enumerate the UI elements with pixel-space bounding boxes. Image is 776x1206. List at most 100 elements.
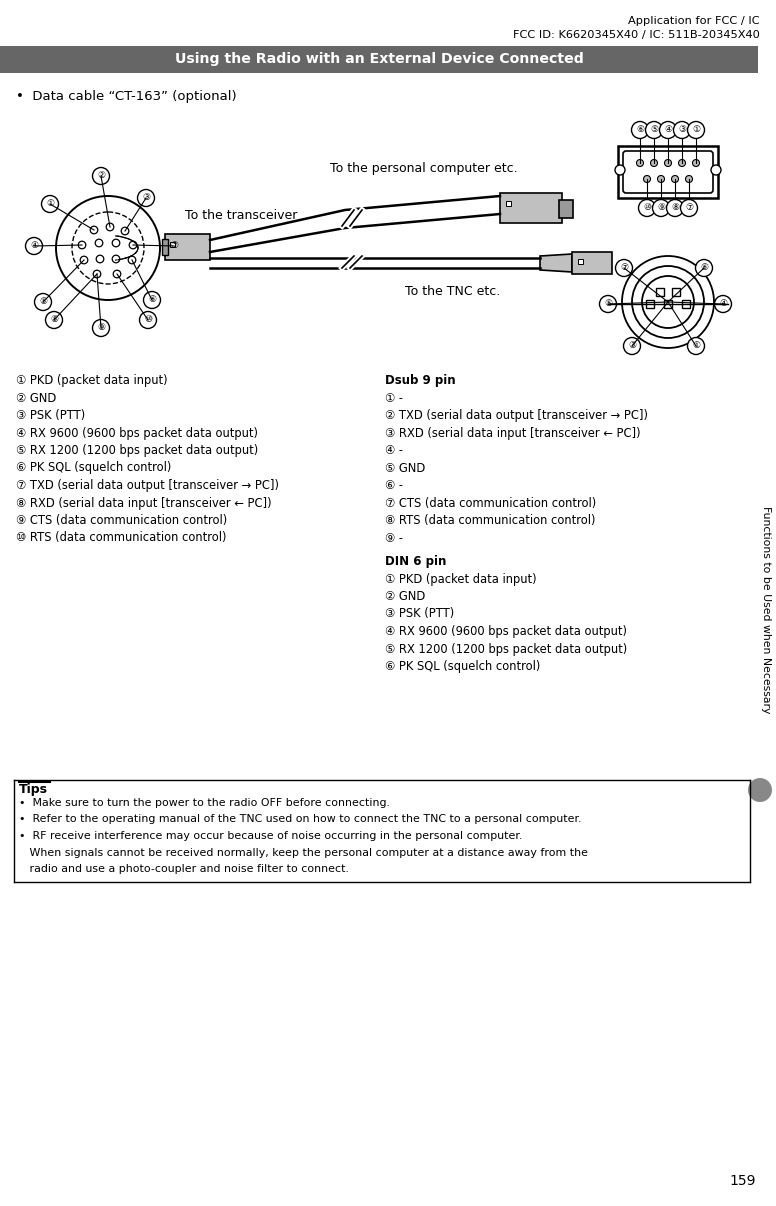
- Bar: [0, 46, 758, 74]
- Text: ④ -: ④ -: [385, 444, 403, 457]
- Text: Dsub 9 pin: Dsub 9 pin: [385, 374, 456, 387]
- Text: Tips: Tips: [19, 783, 48, 796]
- Text: ⑨ -: ⑨ -: [385, 532, 403, 544]
- Bar: [646, 300, 654, 308]
- Text: ⑤ RX 1200 (1200 bps packet data output): ⑤ RX 1200 (1200 bps packet data output): [385, 643, 627, 656]
- Circle shape: [113, 270, 121, 277]
- Circle shape: [95, 239, 102, 247]
- Circle shape: [165, 238, 182, 254]
- Circle shape: [678, 159, 685, 166]
- Text: ③: ③: [142, 193, 150, 203]
- Text: ② TXD (serial data output [transceiver → PC]): ② TXD (serial data output [transceiver →…: [385, 409, 648, 422]
- Text: ② GND: ② GND: [16, 392, 56, 404]
- Text: ⑤: ⑤: [604, 299, 612, 309]
- Text: ⑨: ⑨: [657, 204, 665, 212]
- Text: ④ RX 9600 (9600 bps packet data output): ④ RX 9600 (9600 bps packet data output): [16, 427, 258, 439]
- Circle shape: [113, 256, 120, 263]
- Text: ⑤: ⑤: [650, 125, 658, 135]
- Text: ④: ④: [719, 299, 727, 309]
- Text: To the TNC etc.: To the TNC etc.: [405, 285, 501, 298]
- Text: ⑥ -: ⑥ -: [385, 479, 403, 492]
- Text: ⑥: ⑥: [636, 125, 644, 135]
- Text: ⑥: ⑥: [148, 295, 156, 304]
- Text: •  Refer to the operating manual of the TNC used on how to connect the TNC to a : • Refer to the operating manual of the T…: [19, 814, 581, 825]
- Bar: [578, 259, 583, 264]
- Bar: [500, 193, 562, 223]
- Circle shape: [664, 159, 671, 166]
- Bar: [162, 239, 168, 254]
- Circle shape: [671, 176, 678, 182]
- Text: •  Data cable “CT-163” (optional): • Data cable “CT-163” (optional): [16, 90, 237, 103]
- Text: ①: ①: [692, 341, 700, 351]
- Circle shape: [121, 227, 129, 235]
- Text: Using the Radio with an External Device Connected: Using the Radio with an External Device …: [175, 52, 584, 66]
- Bar: [506, 201, 511, 206]
- Text: ①: ①: [692, 125, 700, 135]
- Circle shape: [144, 292, 161, 309]
- Circle shape: [688, 122, 705, 139]
- Text: ① -: ① -: [385, 392, 403, 404]
- Circle shape: [685, 176, 692, 182]
- Text: ⑩: ⑩: [643, 204, 651, 212]
- Text: •  RF receive interference may occur because of noise occurring in the personal : • RF receive interference may occur beca…: [19, 831, 522, 841]
- Text: DIN 6 pin: DIN 6 pin: [385, 555, 446, 568]
- Text: ⑨: ⑨: [97, 323, 105, 333]
- Circle shape: [113, 239, 120, 247]
- Text: ② GND: ② GND: [385, 590, 425, 603]
- Text: ⑥ PK SQL (squelch control): ⑥ PK SQL (squelch control): [385, 660, 540, 673]
- Bar: [656, 288, 664, 295]
- Text: When signals cannot be received normally, keep the personal computer at a distan: When signals cannot be received normally…: [19, 848, 588, 857]
- Circle shape: [643, 176, 650, 182]
- Circle shape: [80, 256, 88, 264]
- Circle shape: [41, 195, 58, 212]
- Text: ① PKD (packet data input): ① PKD (packet data input): [16, 374, 168, 387]
- Circle shape: [688, 338, 705, 355]
- Circle shape: [681, 199, 698, 217]
- Text: ⑩: ⑩: [144, 316, 152, 324]
- Circle shape: [78, 241, 86, 248]
- Text: ⑤: ⑤: [39, 298, 47, 306]
- Text: ③: ③: [628, 341, 636, 351]
- Circle shape: [632, 122, 649, 139]
- Text: ⑥: ⑥: [700, 263, 708, 273]
- Bar: [572, 252, 612, 274]
- Bar: [672, 288, 680, 295]
- Circle shape: [92, 168, 109, 185]
- Text: FCC ID: K6620345X40 / IC: 511B-20345X40: FCC ID: K6620345X40 / IC: 511B-20345X40: [513, 30, 760, 40]
- Text: ⑧: ⑧: [671, 204, 679, 212]
- Circle shape: [667, 199, 684, 217]
- Circle shape: [93, 270, 101, 277]
- Circle shape: [660, 122, 677, 139]
- Text: ④: ④: [664, 125, 672, 135]
- Circle shape: [674, 122, 691, 139]
- Circle shape: [106, 223, 114, 230]
- Bar: [165, 234, 210, 260]
- Circle shape: [26, 238, 43, 254]
- Text: ⑦: ⑦: [170, 241, 178, 251]
- Text: ⑤ GND: ⑤ GND: [385, 462, 425, 474]
- Circle shape: [639, 199, 656, 217]
- Circle shape: [34, 293, 51, 310]
- Text: ①: ①: [46, 199, 54, 209]
- Circle shape: [636, 159, 643, 166]
- Circle shape: [90, 227, 98, 234]
- Circle shape: [657, 176, 664, 182]
- Text: ⑦ CTS (data communication control): ⑦ CTS (data communication control): [385, 497, 596, 509]
- Circle shape: [623, 338, 640, 355]
- Text: ⑩ RTS (data communication control): ⑩ RTS (data communication control): [16, 532, 227, 544]
- Text: ⑦: ⑦: [685, 204, 693, 212]
- Circle shape: [715, 295, 732, 312]
- Text: To the personal computer etc.: To the personal computer etc.: [330, 162, 518, 175]
- Text: Application for FCC / IC: Application for FCC / IC: [629, 16, 760, 27]
- Circle shape: [615, 259, 632, 276]
- Text: To the transceiver: To the transceiver: [185, 209, 297, 222]
- Text: ⑦: ⑦: [620, 263, 628, 273]
- Text: ③ PSK (PTT): ③ PSK (PTT): [385, 608, 454, 621]
- Text: ① PKD (packet data input): ① PKD (packet data input): [385, 573, 537, 585]
- Circle shape: [653, 199, 670, 217]
- Text: ③ PSK (PTT): ③ PSK (PTT): [16, 409, 85, 422]
- Circle shape: [92, 320, 109, 336]
- Circle shape: [692, 159, 699, 166]
- Text: ④: ④: [30, 241, 38, 251]
- Circle shape: [646, 122, 663, 139]
